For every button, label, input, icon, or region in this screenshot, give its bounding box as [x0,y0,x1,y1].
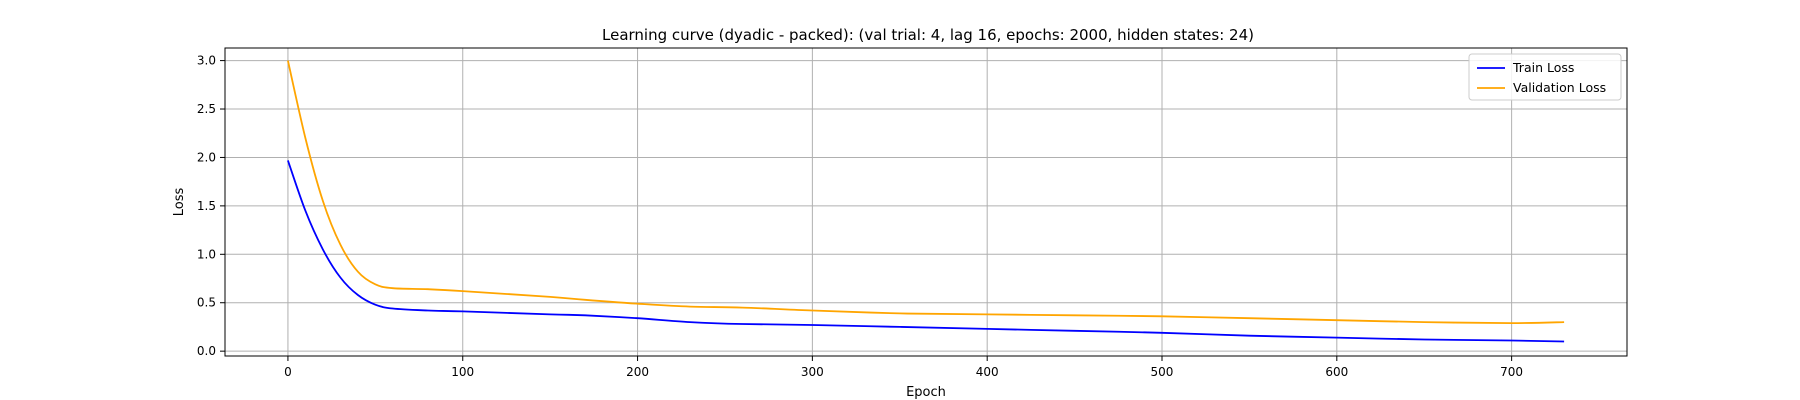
x-tick-label: 200 [626,365,649,379]
series-lines [287,60,1565,343]
x-tick-label: 300 [801,365,824,379]
y-tick-label: 1.0 [197,247,216,261]
x-tick-label: 500 [1151,365,1174,379]
plot-frame [224,47,1628,357]
series-line-1 [287,60,1565,325]
x-tick-label: 100 [451,365,474,379]
x-axis-label: Epoch [906,385,946,400]
x-tick-label: 0 [284,365,292,379]
y-tick-label: 1.5 [197,199,216,213]
legend-label-1: Validation Loss [1513,80,1606,95]
grid [225,48,1627,356]
x-tick-label: 700 [1500,365,1523,379]
y-axis-label: Loss [172,188,187,217]
legend-label-0: Train Loss [1512,60,1574,75]
x-tick-label: 400 [976,365,999,379]
y-tick-label: 3.0 [197,54,216,68]
y-tick-label: 2.5 [197,102,216,116]
legend-box [1468,53,1622,101]
x-tick-label: 600 [1325,365,1348,379]
y-tick-label: 0.5 [197,296,216,310]
legend: Train Loss Validation Loss [1468,53,1622,101]
y-tick-label: 0.0 [197,344,216,358]
x-axis-ticks: 0 100 200 300 400 500 600 700 [284,356,1523,379]
y-tick-label: 2.0 [197,150,216,164]
chart-title: Learning curve (dyadic - packed): (val t… [602,26,1254,44]
series-line-0 [287,160,1565,343]
y-axis-ticks: 0.0 0.5 1.0 1.5 2.0 2.5 3.0 [197,54,225,358]
